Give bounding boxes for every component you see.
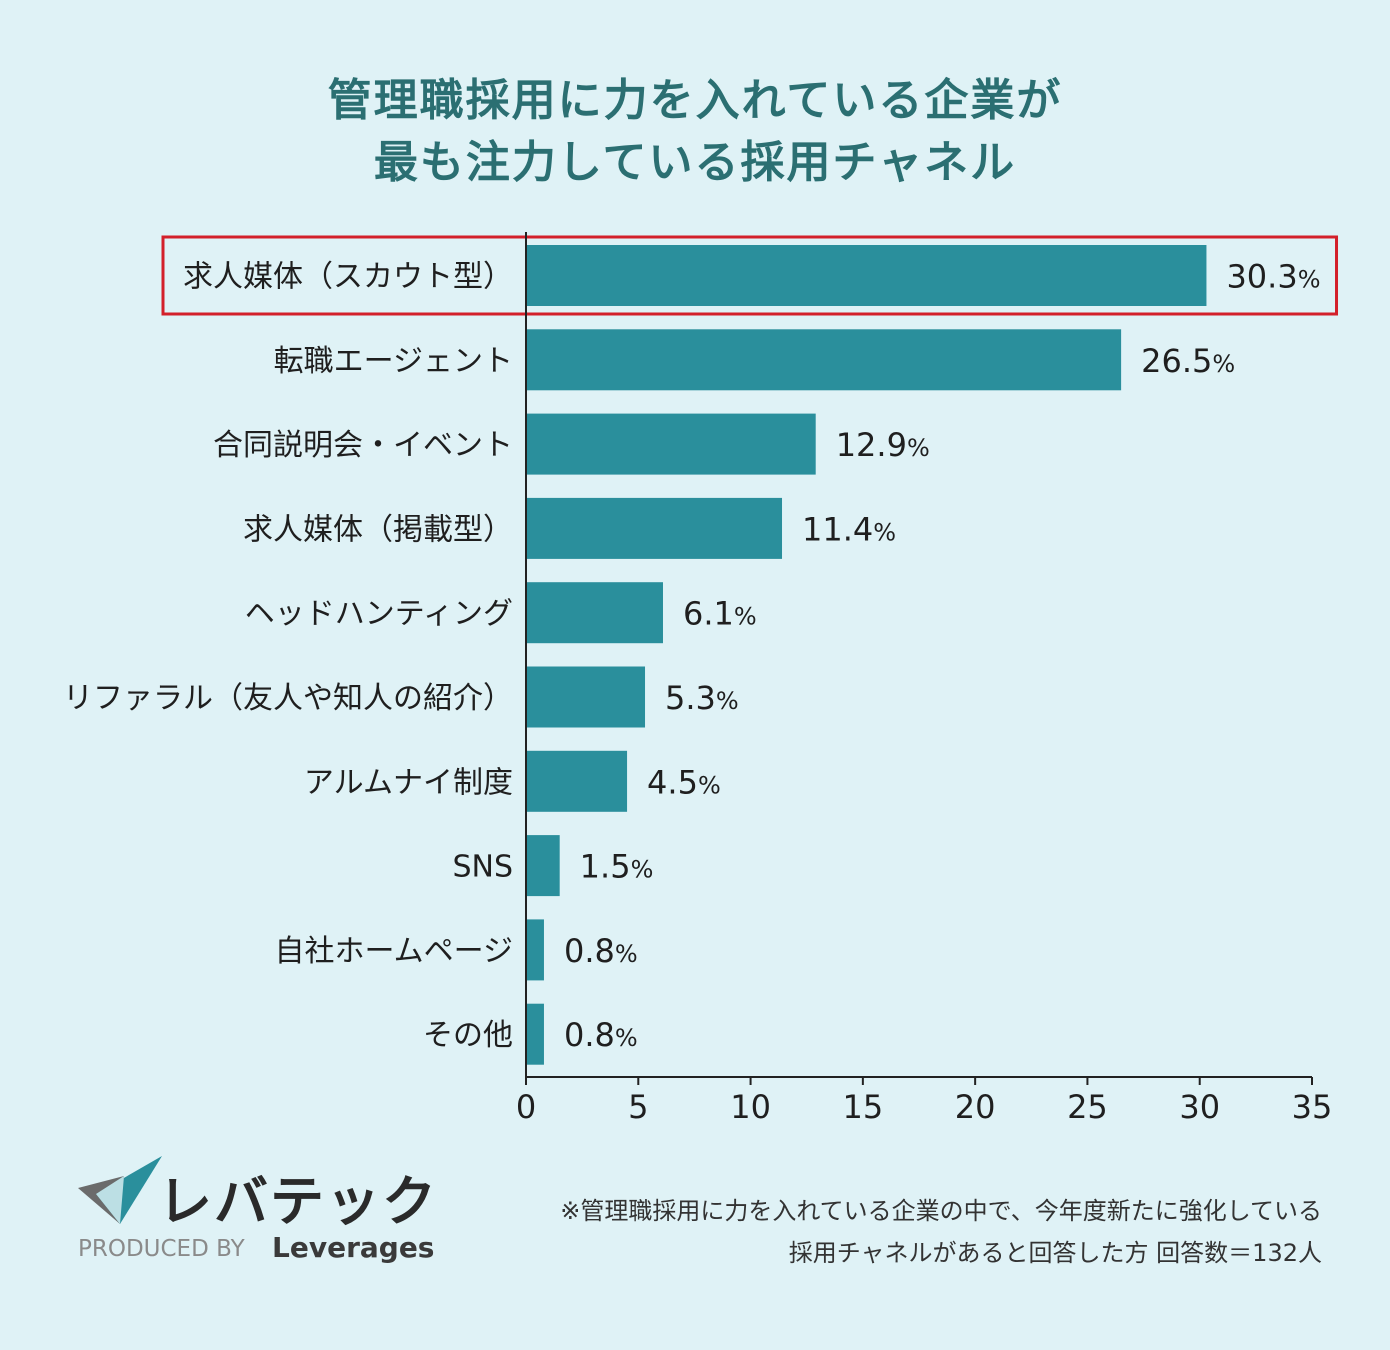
bar-2 (526, 413, 816, 475)
value-label-2: 12.9% (836, 426, 930, 464)
x-tick-label-3: 15 (842, 1088, 883, 1126)
bar-3 (526, 497, 783, 559)
x-tick-label-5: 25 (1067, 1088, 1108, 1126)
produced-brand-text: Leverages (272, 1231, 435, 1264)
chart-title-line2: 最も注力している採用チャネル (373, 137, 1017, 188)
bar-6 (526, 750, 628, 812)
bar-chart: 求人媒体（スカウト型） 30.3% 転職エージェント 26.5% 合同説明会・イベント 1… (63, 232, 1339, 1126)
x-tick-label-6: 30 (1179, 1088, 1220, 1126)
footnote: ※管理職採用に力を入れている企業の中で、今年度新たに強化している 採用チャネルが… (560, 1190, 1322, 1274)
category-label-8: 自社ホームページ (275, 934, 514, 969)
x-tick-label-1: 5 (628, 1088, 648, 1126)
bar-5 (526, 666, 646, 728)
x-tick-label-7: 35 (1292, 1088, 1333, 1126)
highlight-box (161, 235, 1339, 316)
category-label-7: SNS (452, 850, 513, 885)
value-label-8: 0.8% (564, 932, 638, 970)
value-label-1: 26.5% (1141, 342, 1235, 380)
bar-0 (526, 245, 1207, 306)
category-label-6: アルムナイ制度 (304, 765, 513, 800)
x-tick-label-0: 0 (516, 1088, 536, 1126)
category-label-3: 求人媒体（掲載型） (243, 512, 513, 547)
brand-name: レバテック (158, 1170, 438, 1233)
chart-title: 管理職採用に力を入れている企業が 最も注力している採用チャネル (0, 70, 1390, 194)
value-label-6: 4.5% (647, 763, 721, 801)
category-label-9: その他 (423, 1018, 513, 1053)
value-label-9: 0.8% (564, 1016, 638, 1054)
value-label-0: 30.3% (1226, 258, 1320, 296)
value-label-5: 5.3% (665, 679, 739, 717)
bar-4 (526, 582, 663, 644)
value-label-7: 1.5% (580, 848, 654, 886)
x-tick-label-2: 10 (730, 1088, 771, 1126)
leverages-logo (78, 1156, 162, 1224)
category-label-1: 転職エージェント (274, 344, 513, 379)
bar-8 (526, 919, 544, 981)
bar-9 (526, 1003, 544, 1065)
x-tick-label-4: 20 (955, 1088, 996, 1126)
footnote-line2: 採用チャネルがあると回答した方 回答数＝132人 (788, 1239, 1322, 1267)
produced-by-text: PRODUCED BY (78, 1236, 245, 1262)
logo-check-light-icon (96, 1176, 124, 1224)
value-label-4: 6.1% (683, 595, 757, 633)
footnote-line1: ※管理職採用に力を入れている企業の中で、今年度新たに強化している (560, 1197, 1322, 1225)
category-label-2: 合同説明会・イベント (213, 428, 513, 463)
category-label-0: 求人媒体（スカウト型） (183, 260, 513, 295)
category-label-4: ヘッドハンティング (245, 597, 513, 632)
chart-title-line1: 管理職採用に力を入れている企業が (327, 75, 1063, 126)
bar-1 (526, 329, 1122, 391)
bar-7 (526, 835, 560, 897)
category-label-5: リファラル（友人や知人の紹介） (63, 681, 513, 716)
value-label-3: 11.4% (802, 510, 896, 548)
